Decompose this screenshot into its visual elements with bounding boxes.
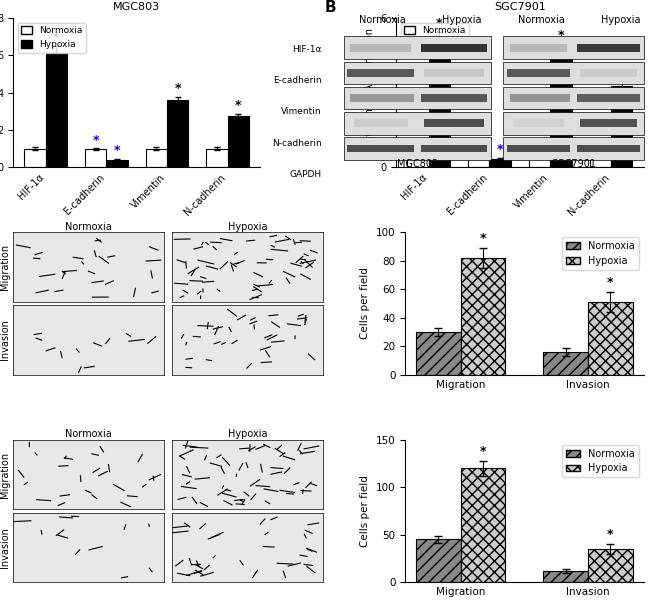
Legend: Normoxia, Hypoxia: Normoxia, Hypoxia [562,237,639,270]
Bar [344,137,491,160]
Bar [611,86,632,167]
Bar [347,69,414,77]
Legend: Normoxia, Hypoxia: Normoxia, Hypoxia [401,23,469,53]
Bar [580,69,637,77]
Text: *: * [558,29,564,41]
Bar [588,302,632,374]
Text: *: * [53,31,59,44]
Y-axis label: Invasion: Invasion [0,527,10,568]
Bar [503,61,644,84]
Bar [350,94,414,102]
Bar [424,119,484,127]
Bar [429,39,450,167]
Title: Normoxia: Normoxia [65,221,112,232]
Bar [167,100,188,167]
Text: GAPDH: GAPDH [290,170,322,179]
Text: Hypoxia: Hypoxia [442,15,482,25]
Text: Hypoxia: Hypoxia [601,15,641,25]
Bar [46,53,67,167]
Bar [461,258,505,374]
Y-axis label: Migration: Migration [0,244,10,290]
Bar [503,112,644,134]
Bar [421,145,488,152]
Bar [577,145,640,152]
Bar [506,69,570,77]
Title: Hypoxia: Hypoxia [227,429,267,439]
Text: *: * [92,134,99,147]
Bar [24,149,46,167]
Text: *: * [480,232,486,245]
Y-axis label: Relative mRNA expression: Relative mRNA expression [365,28,374,157]
Bar [577,94,640,102]
Bar [85,149,106,167]
Bar [350,44,411,52]
Text: *: * [114,144,120,157]
Bar [543,571,588,582]
Bar [347,145,414,152]
Bar [421,94,488,102]
Bar [344,112,491,134]
Bar [580,119,637,127]
Text: Normoxia: Normoxia [518,15,565,25]
Bar [344,36,491,59]
Title: Hypoxia: Hypoxia [227,221,267,232]
Bar [421,44,488,52]
Text: *: * [436,17,443,29]
Title: SGC7901: SGC7901 [494,2,546,11]
Bar [227,116,249,167]
Bar [543,352,588,374]
Bar [408,142,429,167]
Bar [590,142,611,167]
Bar [489,158,511,167]
Bar [424,69,484,77]
Y-axis label: Invasion: Invasion [0,320,10,361]
Title: Normoxia: Normoxia [65,429,112,439]
Text: HIF-1α: HIF-1α [292,45,322,54]
Text: *: * [235,99,242,112]
Bar [344,87,491,109]
Text: SGC7901: SGC7901 [551,159,596,169]
Title: MGC803: MGC803 [113,2,160,11]
Bar [503,137,644,160]
Text: B: B [325,0,337,14]
Bar [461,468,505,582]
Bar [510,44,567,52]
Y-axis label: Cells per field: Cells per field [360,268,370,340]
Bar [416,539,461,582]
Text: E-cadherin: E-cadherin [273,76,322,85]
Bar [588,549,632,582]
Text: Normoxia: Normoxia [359,15,406,25]
Bar [106,160,127,167]
Bar [513,119,564,127]
Text: *: * [476,127,482,140]
Text: *: * [480,445,486,458]
Text: *: * [618,67,625,80]
Bar [354,119,408,127]
Text: *: * [497,143,503,155]
Bar [503,36,644,59]
Bar [577,44,640,52]
Y-axis label: Cells per field: Cells per field [360,475,370,547]
Bar [510,94,570,102]
Text: *: * [607,528,614,541]
Text: *: * [607,277,614,289]
Text: *: * [174,82,181,95]
Bar [146,149,167,167]
Legend: Normoxia, Hypoxia: Normoxia, Hypoxia [562,445,639,477]
Bar [506,145,570,152]
Bar [529,142,551,167]
Text: MGC803: MGC803 [396,159,438,169]
Bar [207,149,228,167]
Legend: Normoxia, Hypoxia: Normoxia, Hypoxia [18,23,86,53]
Bar [416,332,461,374]
Text: Vimentin: Vimentin [281,107,322,116]
Bar [503,87,644,109]
Bar [551,49,571,167]
Y-axis label: Migration: Migration [0,451,10,497]
Bar [468,142,489,167]
Text: N-cadherin: N-cadherin [272,139,322,148]
Bar [344,61,491,84]
